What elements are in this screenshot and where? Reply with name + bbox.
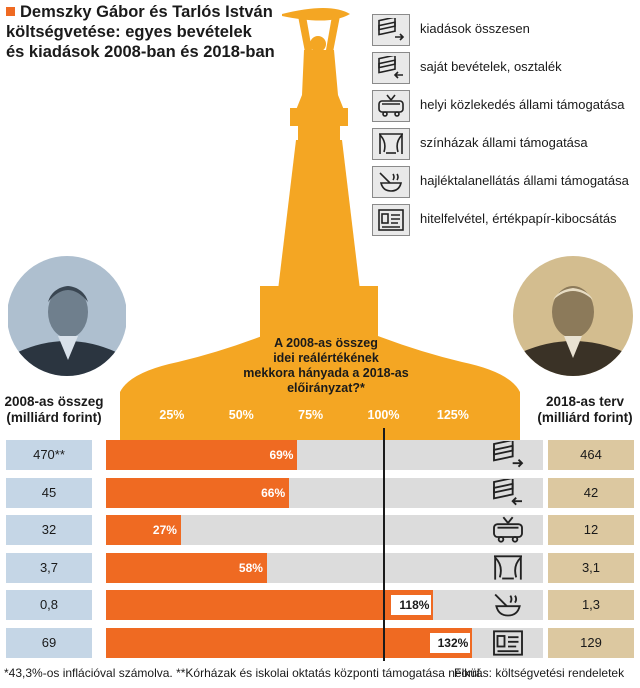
title-line-2: költségvetése: egyes bevételek [6, 23, 252, 41]
money-in-icon [490, 476, 526, 507]
legend-item-homeless: hajléktalanellátás állami támogatása [372, 166, 640, 198]
chart-title-line-2: idei reálértékének [273, 351, 379, 365]
bar-value-label: 132% [430, 632, 471, 653]
title-marker [6, 7, 15, 16]
amount-2018: 42 [548, 477, 634, 508]
right-header-line-2: (milliárd forint) [537, 410, 633, 425]
right-header-line-1: 2018-as terv [545, 394, 625, 409]
theater-curtain-icon [372, 128, 410, 160]
tarlos-portrait [513, 256, 633, 376]
document-card-icon [372, 204, 410, 236]
legend-item-expenses: kiadások összesen [372, 14, 640, 46]
trolleybus-icon [490, 516, 526, 544]
x-tick-label: 50% [228, 408, 254, 422]
x-tick-label: 125% [436, 408, 469, 422]
bar [106, 515, 181, 545]
chart-title: A 2008-as összeg idei reálértékének mekk… [226, 336, 426, 396]
legend-item-transport: helyi közlekedés állami támogatása [372, 90, 640, 122]
chart-title-line-1: A 2008-as összeg [274, 336, 378, 350]
document-card-icon [490, 629, 526, 657]
legend-item-theaters: színházak állami támogatása [372, 128, 640, 160]
page-title: Demszky Gábor és Tarlós István költségve… [6, 2, 306, 62]
left-column-header: 2008-as összeg (milliárd forint) [2, 394, 106, 426]
amount-2008: 470** [6, 440, 92, 470]
legend-item-income: saját bevételek, osztalék [372, 52, 640, 84]
chart-title-line-3: mekkora hányada a 2018-as előirányzat?* [243, 366, 409, 395]
bar [106, 627, 473, 658]
legend-label: kiadások összesen [420, 21, 530, 36]
bar [106, 552, 267, 583]
legend-label: színházak állami támogatása [420, 135, 588, 150]
amount-2008: 3,7 [6, 552, 92, 583]
soup-bowl-icon [372, 166, 410, 198]
left-header-line-1: 2008-as összeg [4, 394, 104, 409]
trolleybus-icon [372, 90, 410, 122]
bar-value-label: 118% [391, 595, 432, 615]
source-note: Forrás: költségvetési rendeletek [454, 666, 625, 680]
liberty-statue-illustration [120, 8, 520, 440]
title-line-3: és kiadások 2008-ban és 2018-ban [6, 43, 275, 61]
soup-bowl-icon [490, 591, 526, 619]
right-column-header: 2018-as terv (milliárd forint) [530, 394, 640, 426]
x-tick-label: 25% [159, 408, 185, 422]
bar [106, 590, 434, 620]
amount-2008: 32 [6, 515, 92, 545]
legend-label: saját bevételek, osztalék [420, 59, 562, 74]
legend-label: hitelfelvétel, értékpapír-kibocsátás [420, 211, 617, 226]
reference-line-100 [382, 428, 385, 661]
amount-2018: 3,1 [548, 552, 634, 583]
bar-value-label: 58% [238, 560, 263, 575]
title-line-1: Demszky Gábor és Tarlós István [20, 3, 273, 21]
legend-label: hajléktalanellátás állami támogatása [420, 173, 629, 188]
amount-2008: 0,8 [6, 590, 92, 620]
demszky-portrait [8, 256, 126, 376]
bar [106, 440, 298, 470]
amount-2008: 45 [6, 477, 92, 508]
bar [106, 477, 290, 508]
amount-2018: 1,3 [548, 590, 634, 620]
left-header-line-2: (milliárd forint) [6, 410, 102, 425]
bar-value-label: 69% [269, 448, 294, 462]
money-in-icon [372, 52, 410, 84]
legend-item-borrowing: hitelfelvétel, értékpapír-kibocsátás [372, 204, 640, 236]
amount-2008: 69 [6, 627, 92, 658]
theater-curtain-icon [490, 554, 526, 582]
money-out-icon [490, 438, 526, 469]
bar-value-label: 66% [261, 485, 286, 500]
footnote: *43,3%-os inflációval számolva. **Kórház… [4, 666, 483, 680]
legend-label: helyi közlekedés állami támogatása [420, 97, 625, 112]
amount-2018: 129 [548, 627, 634, 658]
amount-2018: 12 [548, 515, 634, 545]
bar-value-label: 27% [152, 523, 177, 537]
money-out-icon [372, 14, 410, 46]
x-tick-label: 100% [367, 408, 400, 422]
amount-2018: 464 [548, 440, 634, 470]
x-tick-label: 75% [298, 408, 324, 422]
